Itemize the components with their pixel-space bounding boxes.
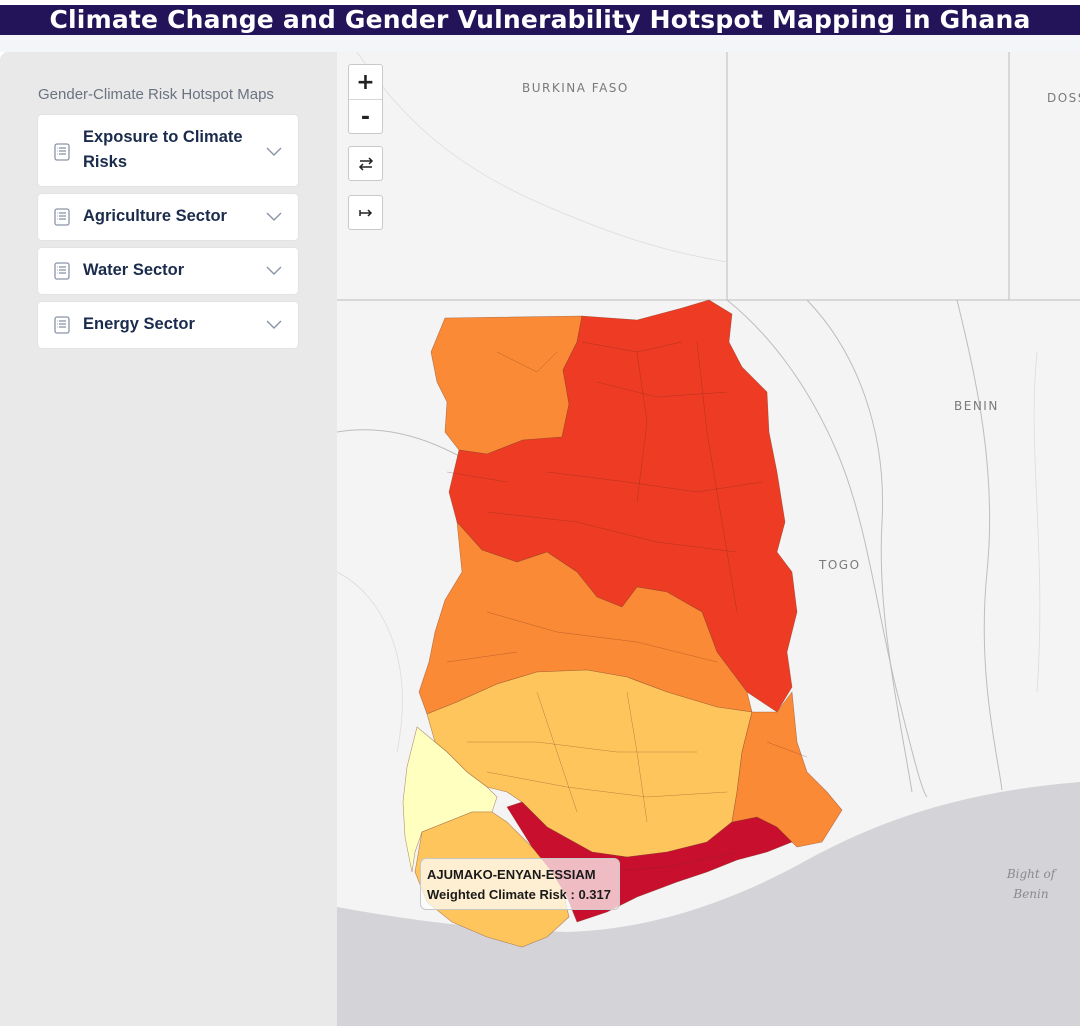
sidebar-heading: Gender-Climate Risk Hotspot Maps [38,86,274,103]
accordion-label: Agriculture Sector [83,207,227,225]
accordion-label: Energy Sector [83,315,195,333]
country-borders [337,52,1080,798]
label-burkina-faso: BURKINA FASO [522,81,629,95]
accordion-agriculture-sector[interactable]: Agriculture Sector [38,194,298,240]
zoom-out-button[interactable]: - [360,104,371,130]
list-document-icon [54,143,70,161]
sea-label-line2: Benin [1013,887,1049,901]
accordion-energy-sector[interactable]: Energy Sector [38,302,298,348]
label-benin: BENIN [954,399,999,413]
label-dosso: DOSS [1047,91,1080,105]
ghana-districts [402,299,843,948]
expand-panel-button[interactable] [348,195,383,230]
map-view[interactable]: BURKINA FASO DOSS BENIN TOGO Bight of Be… [337,52,1080,1026]
accordion-label: Water Sector [83,261,185,279]
list-document-icon [54,208,70,226]
swap-arrows-icon [358,156,373,171]
zoom-divider [349,99,382,100]
sidebar: Gender-Climate Risk Hotspot Maps Exposur… [0,52,337,1026]
zoom-in-button[interactable]: + [356,69,375,95]
accordion-exposure-climate-risks[interactable]: Exposure to Climate Risks [38,115,298,186]
district-tooltip: AJUMAKO-ENYAN-ESSIAM Weighted Climate Ri… [420,858,620,910]
chevron-down-icon [266,320,282,329]
list-document-icon [54,316,70,334]
tooltip-district-name: AJUMAKO-ENYAN-ESSIAM [427,867,596,882]
arrow-right-to-bar-icon [358,208,372,217]
chevron-down-icon [266,266,282,275]
road-lines [337,52,1041,753]
tooltip-metric-value: Weighted Climate Risk : 0.317 [427,887,611,902]
chevron-down-icon [266,212,282,221]
accordion-label: Exposure to Climate Risks [83,128,243,171]
district-region-volta-south [731,691,843,848]
label-togo: TOGO [819,558,861,572]
sea-area [337,782,1080,1026]
title-divider [0,35,1080,52]
district-region-upper-west [430,315,583,455]
label-bight-of-benin: Bight of Benin [995,864,1067,904]
zoom-controls: + - [348,64,383,134]
sea-label-line1: Bight of [1006,867,1056,881]
page-title: Climate Change and Gender Vulnerability … [0,5,1080,35]
swap-layers-button[interactable] [348,146,383,181]
list-document-icon [54,262,70,280]
chevron-down-icon [266,147,282,156]
accordion-water-sector[interactable]: Water Sector [38,248,298,294]
district-boundaries [446,341,808,873]
